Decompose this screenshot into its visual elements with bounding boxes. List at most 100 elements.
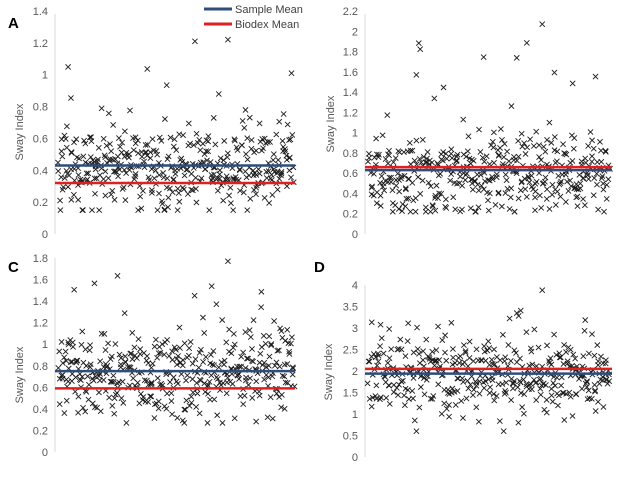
data-point (135, 207, 142, 214)
data-point (396, 188, 403, 195)
data-point (194, 140, 201, 146)
data-point (239, 142, 245, 149)
data-point (529, 361, 536, 368)
points-a (55, 36, 297, 214)
data-point (253, 418, 260, 425)
data-point (204, 419, 211, 426)
data-point (272, 362, 278, 369)
data-point (240, 189, 247, 196)
data-point (179, 357, 186, 363)
data-point (446, 402, 452, 408)
data-point (200, 359, 207, 365)
data-point (541, 178, 548, 185)
data-point (519, 404, 526, 411)
data-point (559, 390, 566, 396)
y-tick-label: 1 (352, 409, 358, 421)
data-point (152, 336, 159, 343)
data-point (271, 318, 278, 324)
data-point (260, 145, 266, 152)
data-point (522, 186, 529, 193)
data-point (261, 194, 268, 201)
data-point (230, 344, 237, 351)
data-point (220, 197, 227, 204)
data-point (417, 46, 424, 53)
data-point (513, 54, 520, 61)
data-point (176, 324, 183, 331)
data-point (170, 176, 177, 183)
data-point (443, 357, 450, 364)
data-point (73, 357, 80, 364)
data-point (407, 147, 414, 154)
data-point (372, 354, 379, 361)
data-point (112, 341, 119, 347)
data-point (514, 384, 521, 391)
data-point (75, 172, 82, 178)
data-point (253, 147, 260, 154)
data-point (515, 137, 522, 144)
y-tick-label: 0.2 (343, 209, 358, 221)
data-point (442, 196, 449, 203)
data-point (402, 185, 409, 192)
data-point (154, 207, 161, 214)
data-point (102, 192, 109, 199)
data-point (583, 384, 590, 390)
data-point (403, 195, 410, 202)
data-point (173, 147, 180, 154)
data-point (66, 172, 73, 179)
data-point (101, 331, 108, 337)
data-point (84, 373, 91, 380)
data-point (401, 172, 408, 179)
data-point (230, 176, 237, 183)
data-point (188, 186, 195, 193)
data-point (223, 339, 230, 346)
data-point (119, 139, 125, 146)
data-point (278, 404, 285, 411)
data-point (55, 365, 62, 371)
y-ticks-d: 0 0.5 1 1.5 2 2.5 3 3.5 4 (343, 280, 358, 464)
data-point (100, 135, 107, 142)
data-point (600, 186, 607, 193)
y-tick-label: 1.6 (343, 67, 358, 79)
data-point (219, 317, 226, 323)
data-point (508, 103, 515, 110)
data-point (238, 353, 245, 360)
data-point (551, 134, 558, 140)
data-point (203, 148, 210, 155)
data-point (147, 155, 154, 162)
data-point (215, 364, 222, 371)
panel-a: A Sway Index 0 0.2 0.4 0.6 0.8 1 1.2 1.4 (8, 6, 297, 241)
data-point (217, 155, 224, 162)
data-point (574, 193, 581, 200)
data-point (261, 376, 268, 383)
data-point (117, 361, 124, 368)
data-point (170, 374, 177, 381)
data-point (265, 374, 272, 381)
data-point (520, 410, 527, 417)
data-point (435, 323, 441, 330)
data-point (81, 137, 87, 144)
data-point (228, 200, 234, 207)
data-point (216, 167, 223, 174)
data-point (523, 39, 530, 46)
data-point (464, 148, 471, 155)
data-point (543, 196, 550, 202)
data-point (378, 335, 385, 342)
data-point (452, 402, 459, 408)
data-point (148, 379, 155, 386)
data-point (105, 110, 112, 117)
data-point (491, 361, 498, 368)
data-point (441, 400, 448, 407)
legend-background (200, 2, 330, 32)
data-point (554, 148, 561, 155)
data-point (281, 373, 288, 380)
data-point (417, 384, 424, 391)
data-point (231, 137, 238, 144)
data-point (205, 390, 211, 397)
data-point (380, 180, 387, 187)
y-axis-label-a: Sway Index (14, 103, 26, 160)
data-point (368, 403, 375, 410)
data-point (420, 357, 426, 363)
data-point (592, 388, 598, 395)
data-point (431, 362, 438, 369)
data-point (582, 317, 589, 324)
